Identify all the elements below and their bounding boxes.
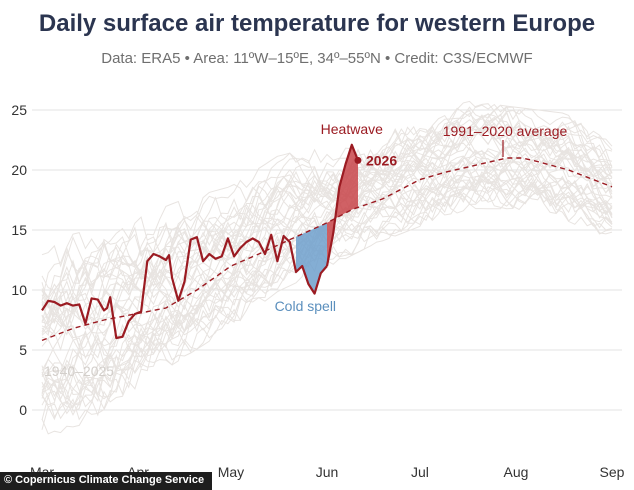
x-tick-label: Sep: [600, 464, 625, 480]
historical-line: [41, 100, 613, 300]
chart-subtitle: Data: ERA5 • Area: 11ºW–15ºE, 34º–55ºN •…: [101, 50, 533, 67]
historical-line: [41, 126, 613, 325]
series-line-2026: [41, 233, 328, 340]
current-day-marker: [354, 156, 362, 164]
year-label-2026: 2026: [366, 152, 397, 168]
heatwave-label: Heatwave: [321, 121, 383, 137]
historical-label: 1940–2025: [44, 363, 114, 379]
historical-line: [41, 130, 613, 352]
y-tick-label: 10: [11, 282, 27, 298]
historical-lines-layer: [41, 100, 613, 435]
label-layer: Heatwave 2026 Cold spell 1991–2020 average 1…: [44, 121, 567, 379]
chart-title: Daily surface air temperature for wester…: [38, 10, 596, 37]
historical-line: [41, 119, 613, 333]
y-tick-label: 15: [11, 222, 27, 238]
historical-line: [41, 171, 613, 406]
historical-line: [41, 149, 613, 351]
credit-footer: © Copernicus Climate Change Service: [0, 472, 213, 490]
y-tick-label: 0: [19, 402, 27, 418]
historical-line: [41, 163, 613, 396]
cold-spell-label: Cold spell: [275, 298, 336, 314]
x-tick-label: Jul: [411, 464, 429, 480]
cold-spell-area: [296, 222, 327, 294]
historical-line: [41, 113, 613, 322]
historical-line: [41, 128, 613, 325]
historical-line: [41, 104, 613, 296]
x-tick-label: May: [218, 464, 244, 480]
historical-line: [41, 114, 613, 327]
historical-line: [41, 160, 613, 415]
grid-layer: 0510152025MarAprMayJunJulAugSep: [11, 102, 624, 480]
x-tick-label: Jun: [316, 464, 339, 480]
y-tick-label: 25: [11, 102, 27, 118]
historical-line: [41, 122, 613, 322]
y-tick-label: 5: [19, 342, 27, 358]
series-line-2026-heatwave: [325, 143, 360, 267]
y-tick-label: 20: [11, 162, 27, 178]
credit-text: © Copernicus Climate Change Service: [4, 474, 205, 486]
current-year-layer: [41, 143, 362, 340]
heatwave-area: [327, 144, 358, 266]
historical-line: [41, 125, 613, 330]
historical-line: [41, 140, 613, 336]
x-tick-label: Aug: [504, 464, 529, 480]
average-label: 1991–2020 average: [443, 123, 568, 139]
